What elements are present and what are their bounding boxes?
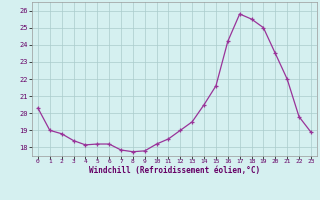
X-axis label: Windchill (Refroidissement éolien,°C): Windchill (Refroidissement éolien,°C) xyxy=(89,166,260,175)
